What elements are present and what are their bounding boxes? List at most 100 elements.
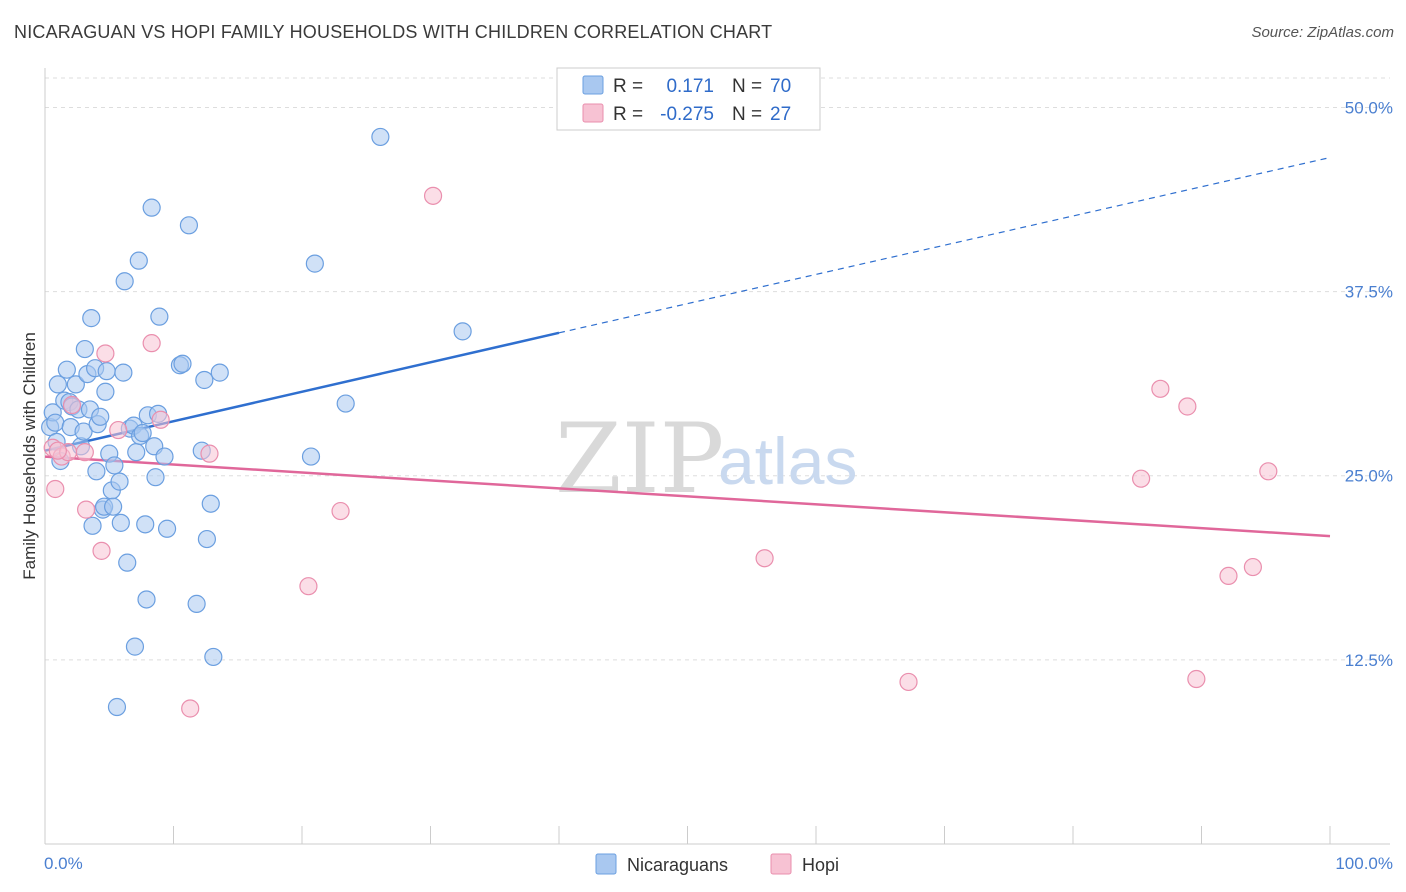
point-hopi: [48, 441, 67, 460]
point-nicaraguans: [87, 462, 106, 481]
legend-r-value-2: -0.275: [660, 104, 714, 125]
y-tick-label: 12.5%: [1345, 651, 1393, 670]
point-nicaraguans: [82, 309, 101, 328]
point-nicaraguans: [91, 407, 110, 426]
point-nicaraguans: [110, 472, 129, 491]
point-nicaraguans: [111, 513, 130, 532]
x-tick-label: 0.0%: [44, 854, 83, 873]
point-nicaraguans: [46, 413, 65, 432]
series-label-nicaraguans: Nicaraguans: [627, 855, 728, 875]
data-points: [41, 127, 1278, 718]
point-nicaraguans: [150, 307, 169, 326]
point-hopi: [1259, 462, 1278, 481]
point-nicaraguans: [75, 339, 94, 359]
point-nicaraguans: [453, 322, 472, 341]
grid-lines: [45, 77, 1390, 661]
point-hopi: [75, 443, 94, 462]
point-nicaraguans: [107, 697, 127, 717]
point-nicaraguans: [187, 594, 206, 613]
point-nicaraguans: [173, 354, 192, 373]
y-axis-label: Family Households with Children: [20, 332, 39, 580]
series-swatch-hopi: [770, 853, 792, 875]
point-nicaraguans: [83, 516, 102, 535]
legend-swatch-hopi: [582, 103, 604, 123]
point-nicaraguans: [336, 394, 355, 413]
point-nicaraguans: [197, 529, 217, 549]
y-tick-label: 50.0%: [1345, 98, 1393, 117]
axes: [44, 68, 1390, 845]
x-tick-label: 100.0%: [1335, 854, 1393, 873]
point-hopi: [46, 479, 65, 499]
point-hopi: [1187, 669, 1206, 689]
point-nicaraguans: [57, 360, 76, 379]
point-hopi: [142, 334, 161, 353]
watermark-atlas: atlas: [718, 424, 857, 498]
point-nicaraguans: [125, 637, 145, 656]
point-hopi: [755, 549, 774, 568]
point-nicaraguans: [105, 456, 124, 475]
point-nicaraguans: [97, 362, 116, 381]
series-legend: Nicaraguans Hopi: [595, 853, 839, 875]
point-nicaraguans: [371, 127, 390, 147]
point-hopi: [1151, 379, 1170, 398]
legend-r-label-2: R =: [613, 104, 643, 125]
point-hopi: [181, 699, 200, 718]
point-nicaraguans: [74, 422, 93, 441]
point-hopi: [299, 577, 318, 596]
point-hopi: [331, 501, 350, 521]
series-swatch-nicaraguans: [595, 853, 617, 875]
point-nicaraguans: [127, 443, 146, 462]
point-hopi: [1178, 397, 1197, 416]
point-nicaraguans: [133, 423, 152, 443]
point-hopi: [77, 500, 96, 519]
point-nicaraguans: [201, 494, 220, 513]
point-nicaraguans: [66, 375, 85, 394]
legend-n-value-2: 27: [770, 104, 791, 125]
tick-labels: 12.5% 25.0% 37.5% 50.0% 0.0% 100.0%: [44, 98, 1393, 873]
point-hopi: [1243, 557, 1263, 577]
legend-swatch-nicaraguans: [582, 75, 604, 95]
point-nicaraguans: [137, 590, 156, 609]
point-hopi: [62, 395, 82, 415]
point-nicaraguans: [155, 447, 174, 466]
point-nicaraguans: [129, 251, 148, 270]
point-nicaraguans: [142, 198, 161, 217]
point-nicaraguans: [118, 553, 137, 572]
legend-r-value-1: 0.171: [666, 76, 714, 97]
legend-n-label-1: N =: [732, 76, 762, 97]
y-tick-label: 25.0%: [1345, 467, 1393, 486]
legend-n-value-1: 70: [770, 76, 791, 97]
point-nicaraguans: [96, 382, 115, 401]
point-nicaraguans: [210, 363, 229, 382]
point-nicaraguans: [305, 254, 324, 273]
point-nicaraguans: [115, 272, 134, 291]
point-nicaraguans: [104, 497, 123, 516]
point-nicaraguans: [48, 375, 67, 394]
point-nicaraguans: [195, 370, 214, 390]
point-nicaraguans: [204, 647, 223, 667]
series-label-hopi: Hopi: [802, 855, 839, 875]
point-nicaraguans: [136, 515, 155, 534]
point-hopi: [1219, 566, 1238, 586]
chart-title: NICARAGUAN VS HOPI FAMILY HOUSEHOLDS WIT…: [14, 22, 773, 42]
point-hopi: [96, 344, 115, 363]
point-nicaraguans: [301, 447, 321, 466]
point-hopi: [109, 420, 128, 440]
y-tick-label: 37.5%: [1345, 283, 1393, 302]
legend-n-label-2: N =: [732, 104, 762, 125]
point-hopi: [151, 410, 170, 429]
trend-extension-nicaraguans: [558, 156, 1331, 334]
point-hopi: [1132, 469, 1151, 488]
source-credit: Source: ZipAtlas.com: [1251, 24, 1394, 41]
point-nicaraguans: [114, 363, 133, 382]
point-hopi: [423, 186, 443, 205]
correlation-legend: R = 0.171 N = 70 R = -0.275 N = 27: [556, 67, 821, 131]
point-nicaraguans: [146, 468, 165, 487]
point-hopi: [899, 672, 918, 692]
point-hopi: [92, 541, 111, 560]
point-nicaraguans: [157, 519, 177, 538]
legend-r-label-1: R =: [613, 76, 643, 97]
trend-line-hopi: [44, 455, 1331, 538]
point-nicaraguans: [179, 216, 199, 235]
